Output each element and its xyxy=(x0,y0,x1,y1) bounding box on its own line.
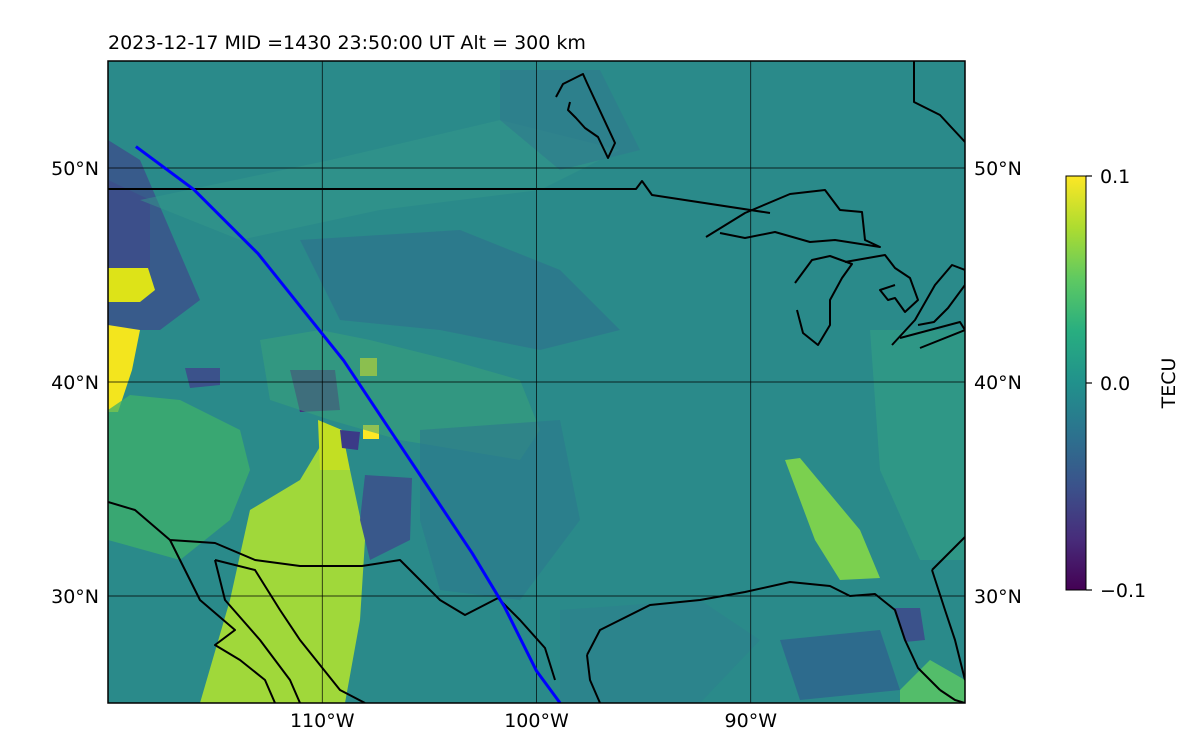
hudson-bay-coast xyxy=(555,73,616,159)
map-area xyxy=(108,61,965,703)
lat-label-40n-right: 40°N xyxy=(974,372,1022,394)
colorbar-title: TECU xyxy=(1158,358,1180,410)
lat-label-30n-left: 30°N xyxy=(51,586,99,608)
map-gridlines xyxy=(108,61,965,703)
lon-label-110w: 110°W xyxy=(290,710,355,732)
lat-axis-labels-right: 50°N 40°N 30°N xyxy=(974,158,1022,608)
colorbar-label-min: −0.1 xyxy=(1100,580,1146,602)
lake-superior xyxy=(705,189,881,248)
gulf-of-california xyxy=(214,559,366,703)
baja-coast xyxy=(169,539,276,703)
mexico-border xyxy=(108,501,556,681)
lat-label-50n-left: 50°N xyxy=(51,158,99,180)
colorbar-label-max: 0.1 xyxy=(1100,166,1130,188)
colorbar-gradient xyxy=(1065,175,1087,591)
gulf-coast xyxy=(586,581,941,691)
us-canada-border xyxy=(108,180,771,214)
map-title: 2023-12-17 MID =1430 23:50:00 UT Alt = 3… xyxy=(108,32,586,54)
florida-coast xyxy=(931,536,965,571)
lon-label-100w: 100°W xyxy=(504,710,569,732)
lat-label-30n-right: 30°N xyxy=(974,586,1022,608)
lake-michigan xyxy=(794,255,853,346)
colorbar: 0.1 0.0 −0.1 TECU xyxy=(1065,166,1180,602)
colorbar-label-zero: 0.0 xyxy=(1100,373,1130,395)
lake-erie xyxy=(899,321,965,349)
satellite-track xyxy=(135,145,562,703)
baja-inner xyxy=(214,559,301,703)
coastlines xyxy=(108,61,965,703)
lat-label-40n-left: 40°N xyxy=(51,372,99,394)
lake-huron xyxy=(844,254,919,313)
lat-label-50n-right: 50°N xyxy=(974,158,1022,180)
tec-field xyxy=(108,70,965,703)
florida-west xyxy=(931,569,965,681)
cuba-coast xyxy=(939,689,965,703)
map-frame xyxy=(107,60,966,704)
lat-axis-labels-left: 50°N 40°N 30°N xyxy=(51,158,99,608)
lakes-erie-ontario xyxy=(891,264,965,346)
lon-axis-labels: 110°W 100°W 90°W xyxy=(290,710,777,732)
ne-coast xyxy=(913,61,965,143)
texas-coast xyxy=(586,654,601,703)
lon-label-90w: 90°W xyxy=(725,710,778,732)
